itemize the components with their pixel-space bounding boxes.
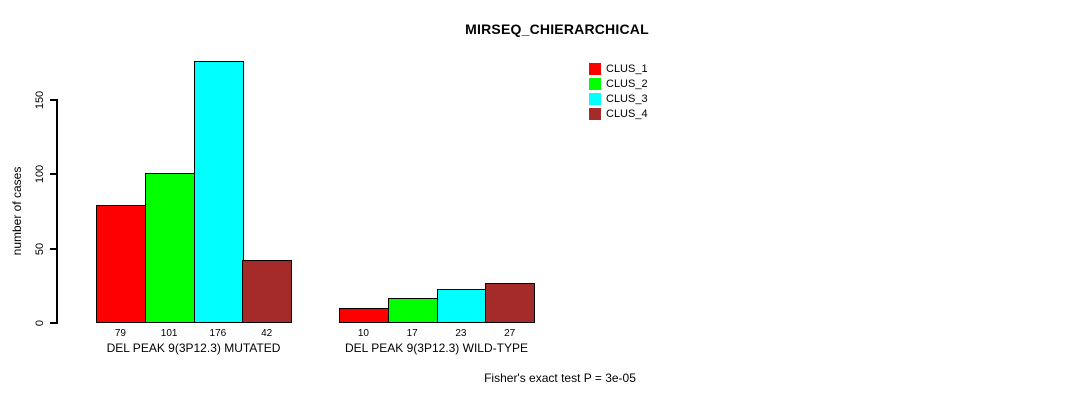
legend-label: CLUS_1 <box>606 62 648 75</box>
legend-row-clus_1: CLUS_1 <box>589 61 648 76</box>
y-axis-line <box>56 99 58 324</box>
group-label-mutated: DEL PEAK 9(3P12.3) MUTATED <box>106 341 281 355</box>
bar-value-label: 79 <box>114 328 126 339</box>
legend-label: CLUS_3 <box>606 92 648 105</box>
bar-value-label: 10 <box>357 328 369 339</box>
bar-clus_3-group2 <box>437 289 487 323</box>
legend-label: CLUS_2 <box>606 77 648 90</box>
y-axis-tick-label: 100 <box>34 164 46 184</box>
bar-clus_4-group1 <box>242 260 292 323</box>
chart-title: MIRSEQ_CHIERARCHICAL <box>465 21 649 37</box>
bar-value-label: 101 <box>160 328 178 339</box>
legend-row-clus_4: CLUS_4 <box>589 106 648 121</box>
bar-clus_1-group2 <box>339 308 389 323</box>
bar-value-label: 176 <box>209 328 227 339</box>
bar-value-label: 42 <box>261 328 273 339</box>
y-axis-tick <box>50 247 57 250</box>
legend-swatch-icon <box>589 62 601 75</box>
y-axis-tick-label: 50 <box>34 242 46 255</box>
y-axis-tick <box>50 322 57 324</box>
bar-clus_2-group1 <box>145 173 195 323</box>
legend-row-clus_3: CLUS_3 <box>589 91 648 106</box>
legend: CLUS_1 CLUS_2 CLUS_3 CLUS_4 <box>589 61 648 121</box>
y-axis-tick <box>50 173 57 175</box>
y-axis-tick-label: 150 <box>34 90 46 109</box>
stat-annotation: Fisher's exact test P = 3e-05 <box>484 371 636 385</box>
bar-clus_3-group1 <box>194 61 244 323</box>
bar-clus_2-group2 <box>388 298 438 323</box>
y-axis-tick <box>50 98 57 101</box>
bar-value-label: 17 <box>406 328 418 339</box>
legend-row-clus_2: CLUS_2 <box>589 76 648 91</box>
legend-label: CLUS_4 <box>606 107 648 120</box>
bar-clus_1-group1 <box>96 205 146 323</box>
legend-swatch-icon <box>589 107 601 120</box>
legend-swatch-icon <box>589 92 601 105</box>
bar-value-label: 23 <box>455 328 467 339</box>
bar-clus_4-group2 <box>485 283 535 323</box>
y-axis-label: number of cases <box>10 166 24 256</box>
group-label-wildtype: DEL PEAK 9(3P12.3) WILD-TYPE <box>345 341 528 355</box>
bar-value-label: 27 <box>504 328 516 339</box>
legend-swatch-icon <box>589 77 601 90</box>
y-axis-tick-label: 0 <box>34 319 46 327</box>
